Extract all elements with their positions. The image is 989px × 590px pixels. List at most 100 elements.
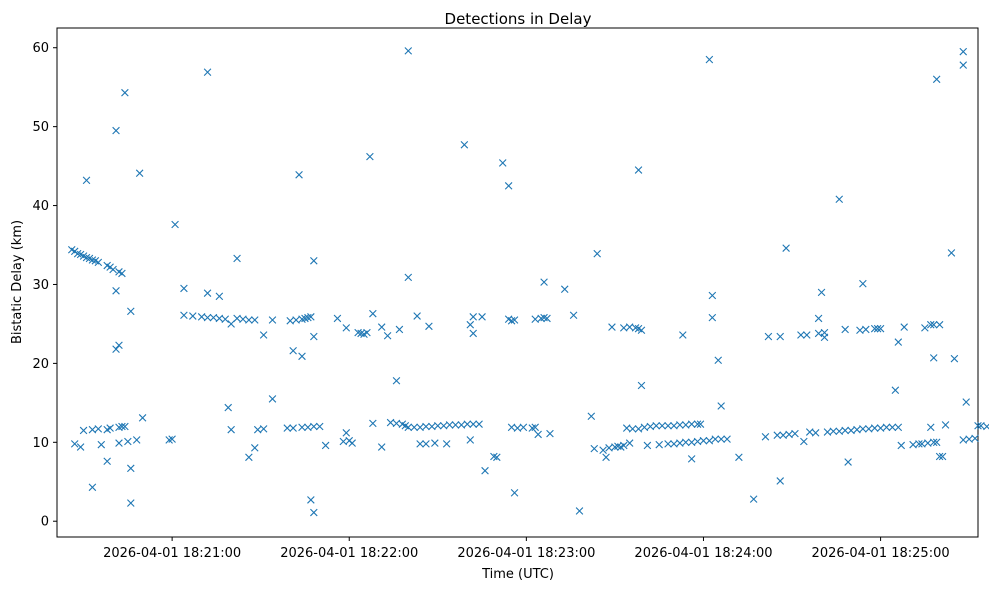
data-point — [103, 457, 111, 466]
data-point — [693, 420, 702, 428]
data-point — [593, 249, 601, 258]
data-point — [307, 313, 315, 321]
y-tick-label: 40 — [32, 199, 49, 214]
data-point — [475, 420, 483, 428]
data-point — [307, 496, 315, 504]
data-point — [717, 402, 725, 410]
data-point — [221, 315, 230, 323]
data-point — [926, 320, 935, 329]
data-point — [761, 432, 770, 441]
data-point — [658, 421, 666, 430]
data-point — [962, 398, 970, 406]
data-point — [637, 326, 646, 335]
data-point — [773, 431, 782, 439]
data-point — [844, 458, 852, 466]
data-point — [171, 220, 179, 229]
data-point — [870, 424, 879, 432]
x-tick-label: 2026-04-01 18:24:00 — [634, 546, 772, 561]
data-point — [983, 422, 989, 431]
data-point — [862, 325, 870, 334]
data-point — [540, 278, 548, 286]
data-point — [442, 440, 451, 448]
data-point — [227, 320, 235, 328]
data-point — [714, 356, 723, 365]
data-point — [932, 75, 941, 84]
data-point — [681, 438, 690, 447]
data-point — [348, 439, 356, 447]
data-point — [298, 352, 306, 361]
data-point — [245, 316, 253, 324]
y-tick-label: 20 — [32, 357, 49, 372]
data-point — [531, 423, 540, 432]
data-points — [67, 47, 989, 517]
data-point — [79, 426, 88, 435]
data-point — [413, 312, 421, 320]
data-point — [926, 423, 935, 432]
chart-title: Detections in Delay — [445, 10, 592, 28]
data-point — [124, 437, 132, 446]
data-point — [782, 244, 790, 252]
data-point — [127, 499, 135, 507]
data-point — [510, 489, 519, 497]
data-point — [493, 453, 501, 462]
data-point — [478, 313, 486, 321]
data-point — [974, 421, 982, 430]
data-point — [298, 423, 306, 432]
data-point — [342, 429, 351, 437]
data-point — [422, 440, 430, 448]
data-point — [168, 435, 176, 443]
data-point — [463, 420, 472, 428]
data-point — [888, 423, 897, 432]
data-point — [628, 425, 637, 433]
data-point — [106, 424, 114, 432]
x-tick-label: 2026-04-01 18:22:00 — [280, 546, 418, 561]
data-point — [664, 440, 672, 448]
data-point — [708, 313, 717, 322]
data-point — [776, 332, 785, 341]
data-point — [466, 320, 475, 329]
data-point — [132, 436, 141, 444]
data-point — [395, 325, 404, 334]
data-point — [723, 435, 731, 443]
data-point — [814, 314, 823, 323]
data-point — [699, 436, 708, 445]
data-point — [310, 422, 318, 431]
data-point — [543, 314, 551, 323]
data-point — [696, 420, 705, 428]
data-point — [250, 444, 259, 452]
data-point — [634, 166, 643, 174]
data-point — [289, 424, 297, 432]
data-point — [333, 314, 342, 323]
data-point — [664, 421, 672, 430]
data-point — [625, 439, 634, 447]
data-point — [321, 441, 330, 450]
data-point — [188, 312, 197, 320]
data-point — [528, 424, 537, 432]
data-point — [599, 446, 607, 454]
data-point — [422, 422, 430, 431]
data-point — [652, 421, 661, 430]
data-point — [310, 332, 318, 341]
data-point — [490, 452, 498, 461]
data-point — [115, 439, 123, 447]
data-point — [900, 323, 908, 331]
data-point — [469, 329, 478, 338]
data-point — [708, 291, 717, 300]
data-point — [935, 320, 944, 329]
data-point — [310, 508, 318, 517]
data-point — [711, 435, 720, 443]
data-point — [460, 141, 469, 149]
data-point — [932, 438, 941, 447]
data-point — [70, 440, 79, 448]
data-point — [894, 338, 903, 346]
data-point — [82, 176, 91, 185]
data-point — [941, 421, 950, 429]
data-point — [109, 265, 117, 274]
data-point — [180, 284, 188, 293]
data-point — [295, 170, 303, 179]
data-point — [88, 483, 97, 492]
data-point — [118, 269, 126, 278]
data-point — [655, 440, 663, 449]
data-point — [82, 253, 91, 262]
